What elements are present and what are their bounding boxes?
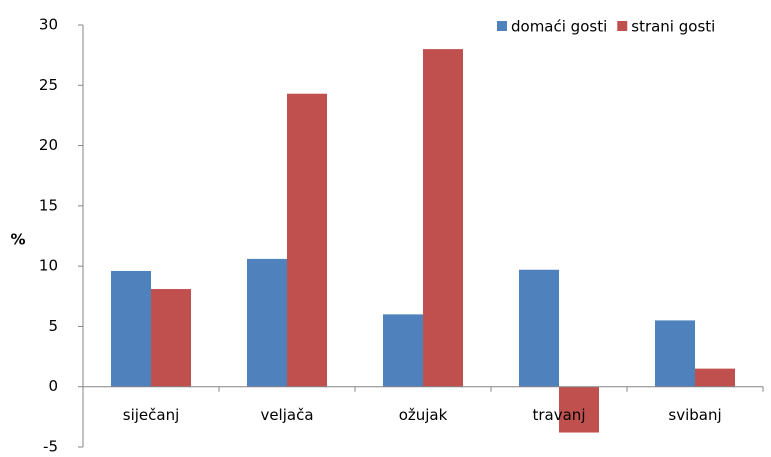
y-tick-label: 5	[48, 317, 58, 335]
y-tick-label: 15	[39, 196, 58, 214]
bar	[655, 320, 695, 387]
bar	[559, 386, 599, 433]
bar	[519, 269, 559, 387]
legend-label: strani gosti	[631, 18, 715, 36]
y-tick-label: 25	[39, 76, 58, 94]
y-tick-label: 20	[39, 136, 58, 154]
y-tick-label: 30	[39, 16, 58, 34]
bar	[247, 258, 287, 387]
bar	[151, 289, 191, 387]
y-axis-label: %	[10, 231, 25, 249]
bar	[111, 270, 151, 387]
y-tick-label: 0	[48, 377, 58, 395]
legend-swatch	[497, 21, 507, 31]
bar	[383, 314, 423, 387]
bar	[423, 49, 463, 387]
bar	[695, 368, 735, 387]
y-tick-label: -5	[43, 438, 58, 456]
x-tick-label: siječanj	[123, 406, 180, 424]
bar	[287, 93, 327, 387]
legend-swatch	[617, 21, 628, 31]
x-tick-label: travanj	[533, 406, 586, 424]
x-tick-label: ožujak	[399, 406, 448, 424]
legend-label: domaći gosti	[511, 18, 607, 36]
y-tick-label: 10	[39, 257, 58, 275]
x-tick-label: svibanj	[668, 406, 721, 424]
x-tick-label: veljača	[260, 406, 313, 424]
